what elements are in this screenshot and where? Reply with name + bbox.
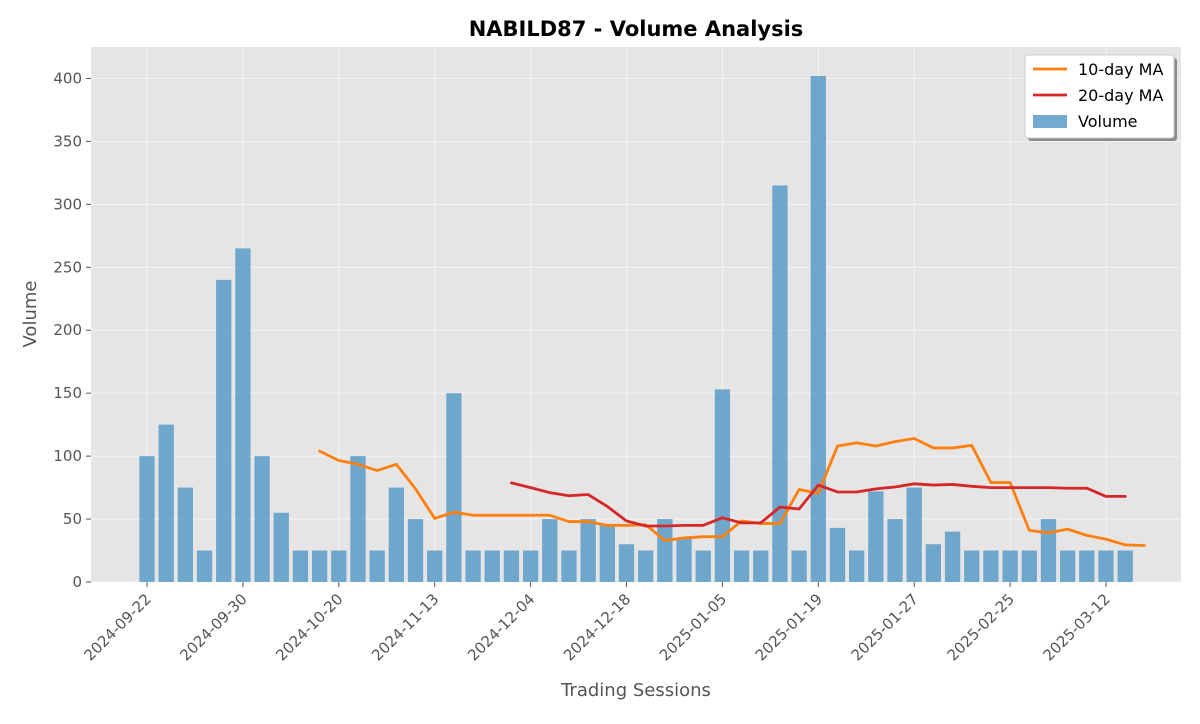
x-tick-label: 2024-10-20 [272,590,346,664]
y-axis-label: Volume [20,281,41,348]
x-tick-label: 2025-02-25 [944,590,1018,664]
volume-bar [254,456,270,582]
volume-bar [139,456,155,582]
chart-title: NABILD87 - Volume Analysis [469,17,804,41]
x-tick-label: 2024-12-04 [464,590,538,664]
volume-bar [772,185,788,582]
y-tick-label: 50 [63,510,82,528]
volume-bar [350,456,366,582]
legend: 10-day MA 20-day MA Volume [1024,54,1177,141]
volume-bar [177,487,194,582]
plot-area: 0 50 100 150 200 250 300 350 400 2024-09-22 2024-0… [53,47,1181,664]
x-tick-label: 2025-03-12 [1039,590,1113,664]
volume-bar [580,519,596,582]
x-tick-label: 2024-09-22 [80,590,154,664]
volume-bar [1059,550,1076,582]
x-tick-label: 2025-01-05 [656,590,730,664]
y-tick-label: 400 [53,69,82,87]
volume-bar [1040,519,1057,582]
volume-bar [1002,550,1018,582]
volume-bar [810,75,826,582]
volume-bar [618,544,635,582]
volume-bar [235,248,251,583]
volume-bar [657,519,673,582]
volume-bar [503,550,520,582]
volume-bar [427,550,443,582]
legend-label-10-day-ma: 10-day MA [1078,60,1163,79]
volume-bar [292,550,309,582]
plot-background [91,47,1181,582]
volume-bar [887,519,903,582]
volume-bar [407,519,424,582]
volume-bar [868,491,884,582]
volume-bar [638,550,654,582]
volume-bar [1117,550,1133,582]
volume-bar [311,550,328,582]
y-tick-label: 0 [72,573,82,591]
volume-bar [273,512,289,582]
volume-bar [906,487,922,582]
volume-bar [676,537,692,582]
volume-bar [695,550,711,582]
volume-bar [829,527,846,582]
volume-bar [484,550,500,582]
volume-bar [369,550,385,582]
volume-bar [216,279,232,582]
volume-bar [714,389,731,582]
legend-swatch-volume [1033,115,1067,128]
volume-bar [944,531,961,582]
volume-bar [925,544,942,582]
volume-bar [1098,550,1114,582]
y-tick-label: 100 [53,447,82,465]
volume-bar [561,550,577,582]
y-tick-label: 350 [53,132,82,150]
20-day-ma-line [510,481,1127,528]
volume-bar [542,519,558,582]
y-tick-label: 250 [53,258,82,276]
x-tick-label: 2024-11-13 [368,590,442,664]
x-tick-label: 2024-12-18 [560,590,634,664]
volume-bar [599,525,615,582]
volume-bar [388,487,404,582]
volume-bar [791,550,807,582]
volume-bar [1021,550,1037,582]
volume-bar [753,550,769,582]
y-tick-label: 300 [53,195,82,213]
volume-bar [465,550,481,582]
x-tick-label: 2024-09-30 [176,590,250,664]
volume-bar [733,550,750,582]
volume-bar [849,550,865,582]
volume-bar [522,550,539,582]
x-axis-label: Trading Sessions [560,680,711,701]
volume-bar [964,550,980,582]
volume-bar [331,550,347,582]
volume-bar [158,424,174,582]
10-day-ma-line [318,437,1146,547]
volume-bar [446,393,462,582]
y-tick-label: 150 [53,384,82,402]
legend-label-20-day-ma: 20-day MA [1078,86,1163,105]
x-tick-label: 2025-01-27 [848,590,922,664]
x-tick-label: 2025-01-19 [752,590,826,664]
legend-label-volume: Volume [1078,112,1138,131]
y-tick-label: 200 [53,321,82,339]
volume-bar [983,550,999,582]
volume-bar [196,550,213,582]
volume-bar [1079,550,1095,582]
